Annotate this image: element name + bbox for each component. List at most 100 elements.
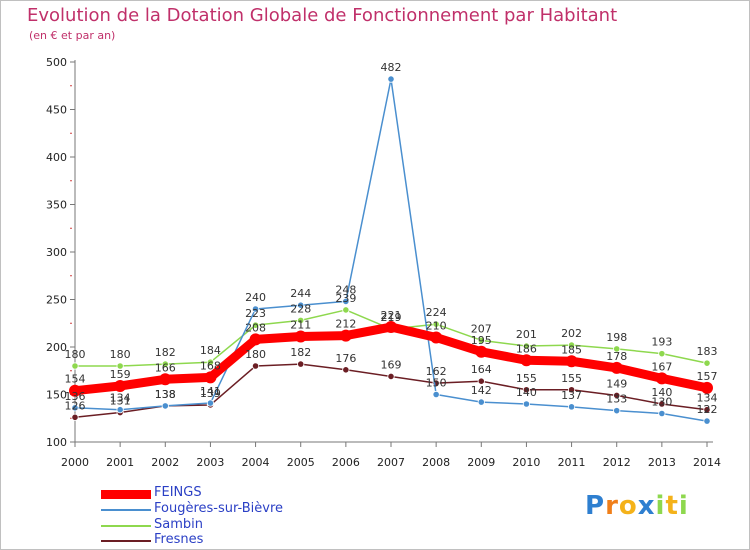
point-feings-2013 — [655, 372, 668, 385]
point-sambin-2000 — [71, 362, 79, 370]
y-tick-label-350: 350 — [46, 199, 67, 212]
point-fresnes-2007 — [387, 372, 395, 381]
proxiti-logo: Proxiti — [585, 491, 689, 521]
point-feings-2008 — [430, 331, 443, 344]
x-tick-label-2009: 2009 — [467, 456, 495, 469]
data-label-foug-res-sur-bi-vre-2006: 248 — [335, 283, 356, 296]
data-label-feings-2002: 166 — [155, 361, 176, 374]
point-sambin-2011 — [567, 341, 576, 349]
data-label-sambin-2002: 182 — [155, 346, 176, 359]
data-label-sambin-2005: 228 — [290, 302, 311, 315]
point-fresnes-2009 — [477, 377, 485, 385]
data-label-sambin-2010: 201 — [516, 328, 537, 341]
data-label-sambin-2014: 183 — [697, 345, 718, 358]
data-label-sambin-2004: 223 — [245, 307, 266, 320]
point-sambin-2010 — [522, 342, 531, 350]
data-label-fresnes-2001: 131 — [110, 395, 131, 408]
point-feings-2014 — [701, 381, 713, 394]
data-label-feings-2013: 167 — [651, 360, 672, 373]
point-fresnes-2011 — [567, 386, 576, 394]
data-label-feings-2008: 210 — [426, 320, 447, 333]
y-tick-label-250: 250 — [46, 294, 67, 307]
point-foug-res-sur-bi-vre-2001 — [116, 406, 124, 414]
logo-letter: i — [678, 491, 689, 521]
point-feings-2006 — [339, 329, 352, 342]
data-label-foug-res-sur-bi-vre-2009: 142 — [471, 384, 492, 397]
x-tick-label-2010: 2010 — [512, 456, 540, 469]
point-feings-2005 — [294, 330, 307, 343]
point-sambin-2014 — [703, 359, 711, 367]
chart-subtitle: (en € et par an) — [29, 29, 116, 42]
data-label-feings-2010: 186 — [516, 342, 537, 355]
point-foug-res-sur-bi-vre-2003 — [206, 399, 215, 407]
x-tick-label-2004: 2004 — [242, 456, 270, 469]
logo-letter: o — [618, 491, 638, 521]
data-label-feings-2011: 185 — [561, 343, 582, 356]
data-label-sambin-2001: 180 — [110, 348, 131, 361]
data-label-foug-res-sur-bi-vre-2003: 141 — [200, 385, 221, 398]
data-label-sambin-2000: 180 — [65, 348, 86, 361]
data-label-sambin-2011: 202 — [561, 327, 582, 340]
point-sambin-2013 — [658, 350, 666, 358]
data-label-fresnes-2010: 155 — [516, 372, 537, 385]
data-label-sambin-2003: 184 — [200, 344, 221, 357]
data-label-sambin-2006: 239 — [335, 292, 356, 305]
data-label-fresnes-2013: 140 — [651, 386, 672, 399]
data-label-foug-res-sur-bi-vre-2014: 122 — [697, 403, 718, 416]
data-label-fresnes-2003: 139 — [200, 387, 221, 400]
point-foug-res-sur-bi-vre-2004 — [251, 305, 260, 313]
legend-swatch-fresnes — [101, 540, 151, 542]
point-feings-2011 — [565, 355, 578, 368]
data-label-fresnes-2008: 162 — [426, 365, 447, 378]
data-label-feings-2000: 154 — [65, 373, 86, 386]
y-tick-label-300: 300 — [46, 246, 67, 259]
data-label-foug-res-sur-bi-vre-2012: 133 — [606, 393, 627, 406]
point-foug-res-sur-bi-vre-2014 — [703, 417, 711, 425]
data-label-sambin-2013: 193 — [651, 336, 672, 349]
data-label-fresnes-2005: 182 — [290, 346, 311, 359]
data-label-foug-res-sur-bi-vre-2005: 244 — [290, 287, 311, 300]
point-feings-2007 — [385, 321, 397, 334]
data-label-fresnes-2006: 176 — [335, 352, 356, 365]
point-fresnes-2013 — [658, 400, 666, 408]
x-tick-label-2008: 2008 — [422, 456, 450, 469]
data-label-feings-2009: 195 — [471, 334, 492, 347]
y-tick-label-400: 400 — [46, 151, 67, 164]
point-sambin-2001 — [116, 362, 124, 370]
data-label-foug-res-sur-bi-vre-2008: 150 — [426, 377, 447, 390]
point-foug-res-sur-bi-vre-2013 — [658, 409, 666, 418]
logo-letter: t — [665, 491, 679, 521]
logo-letter: P — [585, 491, 606, 521]
point-foug-res-sur-bi-vre-2000 — [71, 404, 79, 412]
x-tick-label-2000: 2000 — [61, 456, 89, 469]
x-tick-label-2011: 2011 — [558, 456, 586, 469]
point-sambin-2006 — [342, 306, 350, 314]
x-tick-label-2007: 2007 — [377, 456, 405, 469]
point-foug-res-sur-bi-vre-2005 — [297, 301, 305, 309]
data-label-fresnes-2011: 155 — [561, 372, 582, 385]
point-sambin-2012 — [613, 345, 621, 353]
logo-letter: i — [655, 491, 666, 521]
x-tick-label-2014: 2014 — [693, 456, 721, 469]
data-label-fresnes-2009: 164 — [471, 363, 492, 376]
point-sambin-2004 — [251, 321, 260, 329]
point-foug-res-sur-bi-vre-2008 — [432, 390, 440, 399]
point-foug-res-sur-bi-vre-2007 — [387, 75, 395, 83]
y-tick-label-500: 500 — [46, 56, 67, 69]
data-label-foug-res-sur-bi-vre-2010: 140 — [516, 386, 537, 399]
point-sambin-2005 — [297, 316, 305, 324]
point-fresnes-2012 — [613, 391, 621, 400]
data-label-feings-2012: 178 — [606, 350, 627, 363]
data-label-feings-2014: 157 — [697, 370, 718, 383]
point-sambin-2003 — [206, 358, 215, 366]
legend-swatch-feings — [101, 490, 151, 499]
point-fresnes-2004 — [251, 362, 260, 370]
point-foug-res-sur-bi-vre-2006 — [342, 297, 350, 305]
data-label-feings-2007: 221 — [381, 309, 402, 322]
point-foug-res-sur-bi-vre-2011 — [567, 403, 576, 411]
point-fresnes-2014 — [703, 406, 711, 414]
y-tick-label-100: 100 — [46, 436, 67, 449]
data-label-fresnes-2004: 180 — [245, 348, 266, 361]
